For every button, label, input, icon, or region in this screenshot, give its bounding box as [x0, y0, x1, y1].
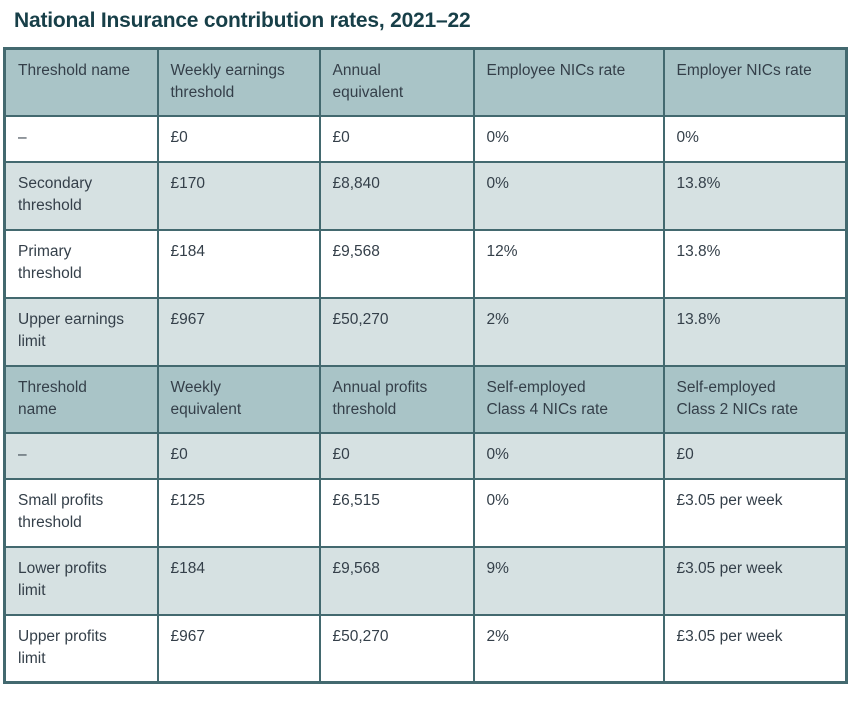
table-cell: £50,270 — [318, 296, 475, 367]
table-cell: £3.05 per week — [662, 613, 848, 684]
table-cell: 2% — [472, 613, 665, 684]
section-1-header-row: Threshold name Weekly earnings threshold A… — [3, 47, 848, 117]
table-cell: 13.8% — [662, 160, 848, 231]
row-label-cell: – — [3, 431, 159, 480]
table-cell: £6,515 — [318, 477, 475, 548]
header-cell: Weekly equivalent — [156, 364, 321, 434]
header-cell: Annual profits threshold — [318, 364, 475, 434]
table-cell: 12% — [472, 228, 665, 299]
header-cell: Employer NICs rate — [662, 47, 848, 117]
table-cell: £8,840 — [318, 160, 475, 231]
row-label-cell: Upper earnings limit — [3, 296, 159, 367]
table-cell: 13.8% — [662, 296, 848, 367]
row-label-cell: Small profits threshold — [3, 477, 159, 548]
table-cell: £170 — [156, 160, 321, 231]
row-label-cell: Lower profits limit — [3, 545, 159, 616]
table-cell: £3.05 per week — [662, 477, 848, 548]
table-cell: £0 — [318, 114, 475, 163]
table-cell: £0 — [318, 431, 475, 480]
table-row: Lower profits limit £184 £9,568 9% £3.05 per… — [3, 545, 848, 616]
table-cell: £0 — [662, 431, 848, 480]
table-cell: £184 — [156, 228, 321, 299]
header-cell: Annual equivalent — [318, 47, 475, 117]
header-cell: Self-employed Class 4 NICs rate — [472, 364, 665, 434]
table-cell: £184 — [156, 545, 321, 616]
header-cell: Self-employed Class 2 NICs rate — [662, 364, 848, 434]
row-label-cell: Secondary threshold — [3, 160, 159, 231]
table-cell: £3.05 per week — [662, 545, 848, 616]
table-row: Secondary threshold £170 £8,840 0% 13.8% — [3, 160, 848, 231]
table-row: Upper earnings limit £967 £50,270 2% 13.8% — [3, 296, 848, 367]
table-cell: £50,270 — [318, 613, 475, 684]
table-cell: 0% — [472, 431, 665, 480]
table-cell: 0% — [662, 114, 848, 163]
table-cell: £967 — [156, 613, 321, 684]
page-title: National Insurance contribution rates, 2… — [14, 9, 471, 32]
table-cell: 9% — [472, 545, 665, 616]
row-label-cell: Primary threshold — [3, 228, 159, 299]
row-label-cell: – — [3, 114, 159, 163]
header-cell: Threshold name — [3, 364, 159, 434]
table-cell: £0 — [156, 431, 321, 480]
table-cell: £125 — [156, 477, 321, 548]
table-cell: £967 — [156, 296, 321, 367]
table-body: Threshold name Weekly earnings threshold A… — [3, 47, 848, 684]
header-cell: Weekly earnings threshold — [156, 47, 321, 117]
table-cell: 0% — [472, 477, 665, 548]
table-cell: £9,568 — [318, 545, 475, 616]
header-cell: Employee NICs rate — [472, 47, 665, 117]
table-cell: 0% — [472, 114, 665, 163]
row-label-cell: Upper profits limit — [3, 613, 159, 684]
table-row: – £0 £0 0% 0% — [3, 114, 848, 163]
table-cell: £0 — [156, 114, 321, 163]
table-cell: £9,568 — [318, 228, 475, 299]
table-cell: 2% — [472, 296, 665, 367]
table-cell: 13.8% — [662, 228, 848, 299]
page: { "colors": { "title": "#173f48", "text"… — [0, 9, 848, 719]
table-row: Upper profits limit £967 £50,270 2% £3.05 pe… — [3, 613, 848, 684]
table-cell: 0% — [472, 160, 665, 231]
header-cell: Threshold name — [3, 47, 159, 117]
table-row: Small profits threshold £125 £6,515 0% £3.05… — [3, 477, 848, 548]
section-2-header-row: Threshold name Weekly equivalent Annual pr… — [3, 364, 848, 434]
table-row: – £0 £0 0% £0 — [3, 431, 848, 480]
nic-rates-table: Threshold name Weekly earnings threshold A… — [3, 47, 848, 685]
table-row: Primary threshold £184 £9,568 12% 13.8% — [3, 228, 848, 299]
